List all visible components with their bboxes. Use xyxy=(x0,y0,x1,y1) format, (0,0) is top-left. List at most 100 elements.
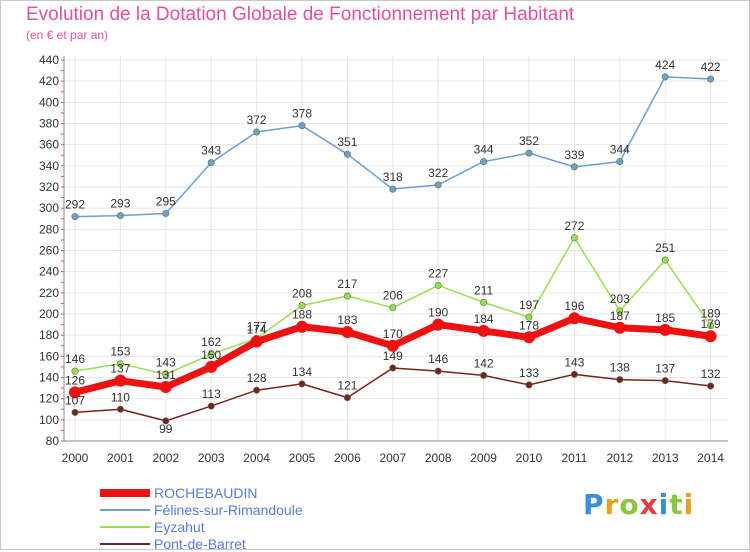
y-tick-label: 120 xyxy=(39,392,59,406)
data-label: 110 xyxy=(111,390,130,404)
data-point xyxy=(707,382,715,390)
data-point xyxy=(661,377,669,385)
x-tick-label: 2014 xyxy=(697,451,724,465)
y-tick-label: 180 xyxy=(39,328,59,342)
data-point xyxy=(568,312,581,325)
data-point xyxy=(477,324,490,337)
data-point xyxy=(661,256,669,264)
data-label: 351 xyxy=(337,135,357,149)
y-tick-label: 140 xyxy=(39,371,59,385)
data-label: 251 xyxy=(655,241,675,255)
legend-swatch xyxy=(100,508,150,511)
chart-legend: ROCHEBAUDIN Félines-sur-Rimandoule Eyzahut… xyxy=(100,484,303,552)
data-label: 179 xyxy=(701,317,721,331)
proxiti-logo: Proxiti xyxy=(583,488,694,521)
data-point xyxy=(616,376,624,384)
data-label: 149 xyxy=(383,349,403,363)
data-point xyxy=(253,386,261,394)
chart-title: Evolution de la Dotation Globale de Fonc… xyxy=(26,4,575,25)
data-point xyxy=(480,298,488,306)
logo-letter: P xyxy=(583,488,605,521)
data-label: 143 xyxy=(156,355,176,369)
data-point xyxy=(205,360,218,373)
data-point xyxy=(570,370,578,378)
data-point xyxy=(162,370,170,378)
data-point xyxy=(114,374,127,387)
data-point xyxy=(116,212,124,220)
legend-swatch xyxy=(100,488,150,497)
data-label: 187 xyxy=(610,309,630,323)
x-tick-label: 2003 xyxy=(198,451,225,465)
data-label: 208 xyxy=(292,287,312,301)
data-point xyxy=(159,381,172,394)
data-label: 162 xyxy=(201,335,221,349)
y-tick-label: 360 xyxy=(39,138,59,152)
data-point xyxy=(707,75,715,83)
data-label: 197 xyxy=(519,298,539,312)
x-tick-label: 2002 xyxy=(152,451,179,465)
data-point xyxy=(207,402,215,410)
x-tick-label: 2008 xyxy=(425,451,452,465)
data-point xyxy=(343,292,351,300)
chart-subtitle: (en € et par an) xyxy=(26,28,109,42)
data-label: 344 xyxy=(610,143,630,157)
plot-area xyxy=(64,56,728,441)
data-point xyxy=(71,367,79,375)
data-label: 203 xyxy=(610,292,630,306)
logo-letter: x xyxy=(639,488,659,521)
data-point xyxy=(616,158,624,166)
data-point xyxy=(298,380,306,388)
data-point xyxy=(343,394,351,402)
legend-label: ROCHEBAUDIN xyxy=(154,484,258,501)
data-label: 178 xyxy=(519,318,539,332)
legend-item: ROCHEBAUDIN xyxy=(100,484,303,501)
y-tick-label: 80 xyxy=(46,434,60,448)
data-label: 378 xyxy=(292,107,312,121)
y-tick-label: 420 xyxy=(39,74,59,88)
legend-swatch xyxy=(100,542,150,545)
data-point xyxy=(434,281,442,289)
y-tick-label: 160 xyxy=(39,349,59,363)
data-point xyxy=(69,386,81,399)
data-label: 150 xyxy=(201,348,221,362)
data-point xyxy=(71,408,79,416)
y-tick-label: 320 xyxy=(39,180,59,194)
data-point xyxy=(162,417,170,425)
data-point xyxy=(480,371,488,379)
y-tick-label: 240 xyxy=(39,265,59,279)
data-label: 143 xyxy=(564,355,584,369)
logo-letter: o xyxy=(619,488,640,521)
data-point xyxy=(434,181,442,189)
data-label: 134 xyxy=(292,365,312,379)
x-tick-label: 2007 xyxy=(379,451,406,465)
legend-label: Pont-de-Barret xyxy=(154,535,246,552)
data-point xyxy=(341,325,354,338)
data-point xyxy=(613,321,626,334)
data-label: 146 xyxy=(428,352,448,366)
x-tick-label: 2010 xyxy=(516,451,543,465)
data-point xyxy=(343,150,351,158)
data-label: 133 xyxy=(519,366,539,380)
data-label: 121 xyxy=(337,379,357,393)
data-label: 132 xyxy=(701,367,721,381)
logo-letter: r xyxy=(604,488,620,521)
x-tick-label: 2006 xyxy=(334,451,361,465)
logo-letter: t xyxy=(669,488,684,521)
legend-item: Félines-sur-Rimandoule xyxy=(100,501,303,518)
y-tick-label: 340 xyxy=(39,159,59,173)
data-label: 146 xyxy=(65,352,85,366)
data-label: 196 xyxy=(564,299,584,313)
y-tick-label: 280 xyxy=(39,222,59,236)
data-point xyxy=(570,234,578,242)
x-tick-label: 2004 xyxy=(243,451,270,465)
data-point xyxy=(116,360,124,368)
data-label: 272 xyxy=(564,219,584,233)
data-point xyxy=(389,364,397,372)
data-label: 343 xyxy=(201,144,221,158)
x-tick-label: 2012 xyxy=(606,451,633,465)
data-label: 344 xyxy=(474,143,494,157)
x-tick-label: 2005 xyxy=(289,451,316,465)
data-label: 295 xyxy=(156,194,176,208)
data-label: 131 xyxy=(156,368,176,382)
data-label: 137 xyxy=(110,362,130,376)
